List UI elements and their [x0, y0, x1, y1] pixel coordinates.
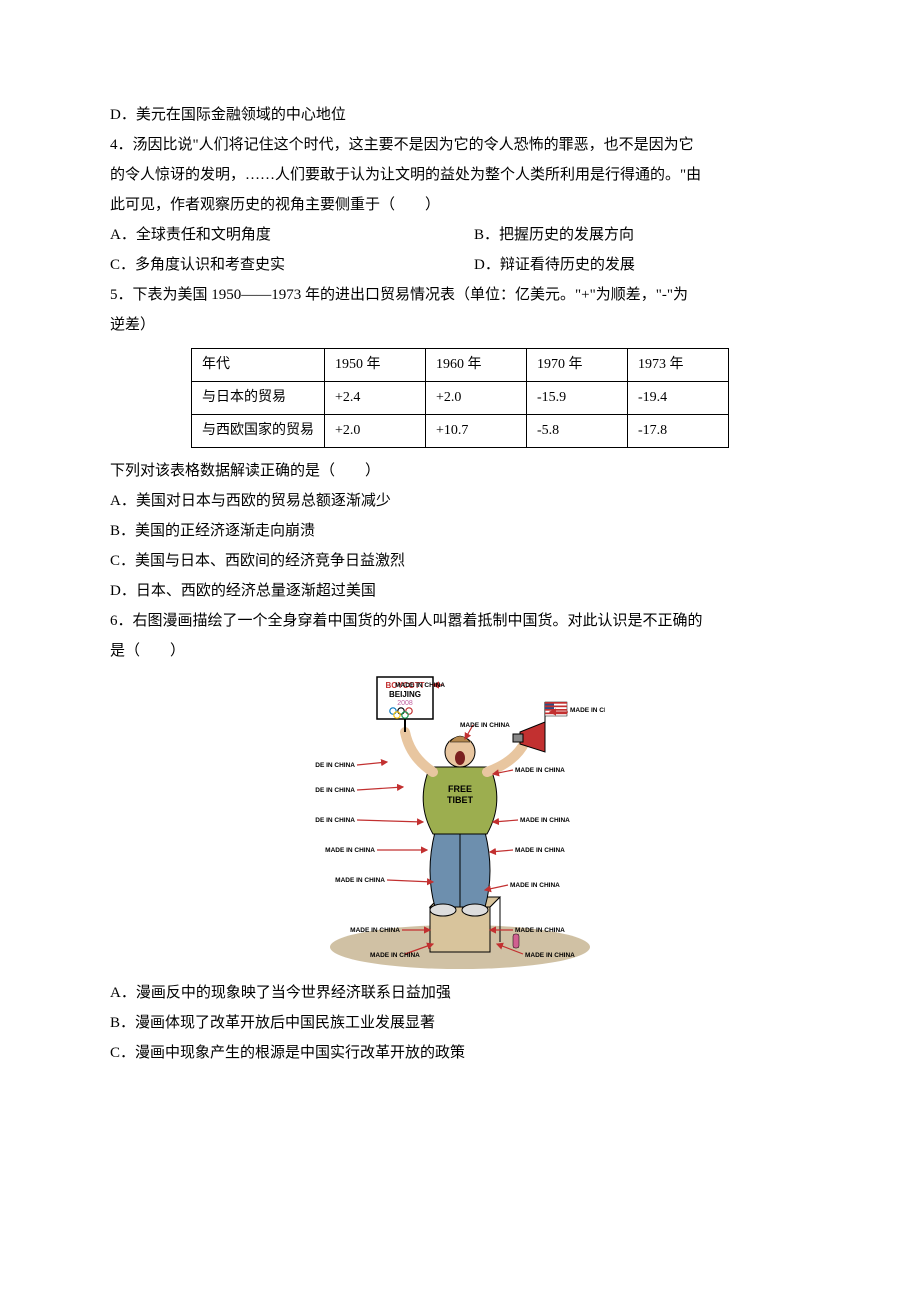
- svg-text:MADE IN CHINA: MADE IN CHINA: [460, 722, 510, 729]
- table-cell: +2.0: [426, 382, 527, 415]
- table-cell: -19.4: [628, 382, 729, 415]
- table-header-row: 年代 1950 年 1960 年 1970 年 1973 年: [192, 349, 729, 382]
- q6-option-a: A．漫画反中的现象映了当今世界经济联系日益加强: [110, 978, 810, 1008]
- q6-stem-line-2: 是（ ）: [110, 636, 810, 666]
- table-cell: -5.8: [527, 415, 628, 448]
- q5-option-a: A．美国对日本与西欧的贸易总额逐渐减少: [110, 486, 810, 516]
- q6-option-c: C．漫画中现象产生的根源是中国实行改革开放的政策: [110, 1038, 810, 1068]
- table-cell: +2.0: [325, 415, 426, 448]
- q3-option-d: D．美元在国际金融领域的中心地位: [110, 100, 810, 130]
- table-cell: 与日本的贸易: [192, 382, 325, 415]
- svg-text:MADE IN CHINA: MADE IN CHINA: [515, 847, 565, 854]
- table-header-cell: 年代: [192, 349, 325, 382]
- q4-option-d: D．辩证看待历史的发展: [474, 250, 635, 280]
- q5-trade-table: 年代 1950 年 1960 年 1970 年 1973 年 与日本的贸易 +2…: [191, 348, 729, 448]
- table-header-cell: 1950 年: [325, 349, 426, 382]
- svg-text:MADE IN CHINA: MADE IN CHINA: [395, 682, 445, 689]
- q4-stem-line-2: 的令人惊讶的发明，……人们要敢于认为让文明的益处为整个人类所利用是行得通的。"由: [110, 160, 810, 190]
- table-cell: 与西欧国家的贸易: [192, 415, 325, 448]
- svg-text:MADE IN CHINA: MADE IN CHINA: [315, 817, 355, 824]
- table-header-cell: 1960 年: [426, 349, 527, 382]
- q5-stem-line-2: 逆差）: [110, 310, 810, 340]
- svg-text:MADE IN CHINA: MADE IN CHINA: [350, 927, 400, 934]
- table-cell: +10.7: [426, 415, 527, 448]
- svg-text:2008: 2008: [397, 700, 413, 707]
- svg-text:MADE IN CHINA: MADE IN CHINA: [335, 877, 385, 884]
- q5-option-c: C．美国与日本、西欧间的经济竞争日益激烈: [110, 546, 810, 576]
- q4-option-b: B．把握历史的发展方向: [474, 220, 634, 250]
- q4-stem-line-1: 4．汤因比说"人们将记住这个时代，这主要不是因为它的令人恐怖的罪恶，也不是因为它: [110, 130, 810, 160]
- q6-stem-line-1: 6．右图漫画描绘了一个全身穿着中国货的外国人叫嚣着抵制中国货。对此认识是不正确的: [110, 606, 810, 636]
- q4-options-row-2: C．多角度认识和考查史实 D．辩证看待历史的发展: [110, 250, 810, 280]
- svg-text:MADE IN CHINA: MADE IN CHINA: [325, 847, 375, 854]
- q4-options-row-1: A．全球责任和文明角度 B．把握历史的发展方向: [110, 220, 810, 250]
- svg-text:MADE IN CHINA: MADE IN CHINA: [315, 762, 355, 769]
- q5-option-d: D．日本、西欧的经济总量逐渐超过美国: [110, 576, 810, 606]
- table-header-cell: 1970 年: [527, 349, 628, 382]
- svg-text:MADE IN CHINA: MADE IN CHINA: [570, 707, 605, 714]
- document-page: D．美元在国际金融领域的中心地位 4．汤因比说"人们将记住这个时代，这主要不是因…: [0, 0, 920, 1128]
- svg-text:MADE IN CHINA: MADE IN CHINA: [515, 927, 565, 934]
- svg-text:TIBET: TIBET: [447, 795, 474, 805]
- q5-option-b: B．美国的正经济逐渐走向崩溃: [110, 516, 810, 546]
- table-cell: -15.9: [527, 382, 628, 415]
- svg-text:BEIJING: BEIJING: [389, 690, 421, 699]
- svg-text:MADE IN CHINA: MADE IN CHINA: [315, 787, 355, 794]
- table-cell: +2.4: [325, 382, 426, 415]
- svg-text:MADE IN CHINA: MADE IN CHINA: [520, 817, 570, 824]
- table-row: 与西欧国家的贸易 +2.0 +10.7 -5.8 -17.8: [192, 415, 729, 448]
- svg-text:MADE IN CHINA: MADE IN CHINA: [510, 882, 560, 889]
- table-row: 与日本的贸易 +2.4 +2.0 -15.9 -19.4: [192, 382, 729, 415]
- q4-option-c: C．多角度认识和考查史实: [110, 250, 474, 280]
- svg-text:MADE IN CHINA: MADE IN CHINA: [515, 767, 565, 774]
- q4-stem-line-3: 此可见，作者观察历史的视角主要侧重于（ ）: [110, 190, 810, 220]
- q4-option-a: A．全球责任和文明角度: [110, 220, 474, 250]
- q5-prompt: 下列对该表格数据解读正确的是（ ）: [110, 456, 810, 486]
- q5-stem-line-1: 5．下表为美国 1950——1973 年的进出口贸易情况表（单位：亿美元。"+"…: [110, 280, 810, 310]
- svg-text:MADE IN CHINA: MADE IN CHINA: [370, 952, 420, 959]
- q6-option-b: B．漫画体现了改革开放后中国民族工业发展显著: [110, 1008, 810, 1038]
- table-cell: -17.8: [628, 415, 729, 448]
- svg-text:FREE: FREE: [448, 784, 472, 794]
- table-header-cell: 1973 年: [628, 349, 729, 382]
- svg-text:MADE IN CHINA: MADE IN CHINA: [525, 952, 575, 959]
- cartoon-image: FREETIBETBOYCOTTBEIJING2008MADE IN CHINA…: [315, 672, 605, 972]
